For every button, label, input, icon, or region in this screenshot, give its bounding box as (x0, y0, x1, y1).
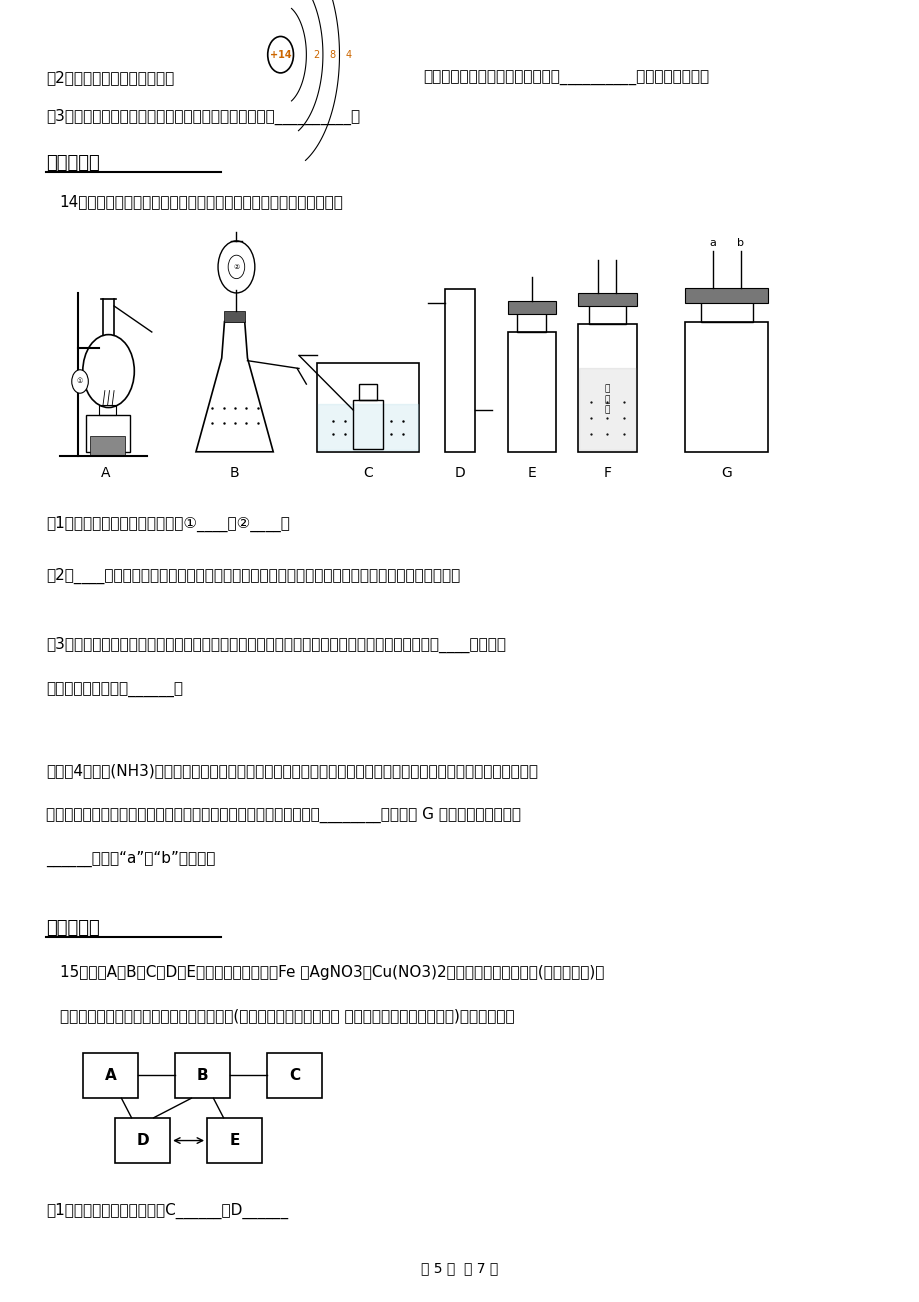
Bar (700, 301, 752, 322)
Text: ②: ② (233, 264, 239, 270)
Text: （4）氨气(NH3)是一种无色、有刺激性气味，密度比空气小，极易溶于水的气体，实验室一般采用加热氯化锐和: （4）氨气(NH3)是一种无色、有刺激性气味，密度比空气小，极易溶于水的气体，实… (46, 763, 538, 779)
Text: D: D (454, 466, 465, 479)
Bar (99, 405, 116, 415)
Text: a: a (709, 238, 716, 249)
Text: 三、实验题: 三、实验题 (46, 154, 99, 172)
Text: 第 5 页  共 7 页: 第 5 页 共 7 页 (421, 1262, 498, 1275)
Text: C: C (363, 466, 372, 479)
Bar (358, 384, 377, 400)
Bar (317, 363, 418, 452)
Bar (685, 322, 767, 452)
Text: （2）____装置既可作实验室制取氧气又可用于实验室制取二氧化碳的发生装置（填序号，下同）。: （2）____装置既可作实验室制取氧气又可用于实验室制取二氧化碳的发生装置（填序… (46, 568, 460, 583)
Text: C: C (289, 1068, 300, 1083)
Text: E: E (229, 1133, 240, 1148)
Text: 15．现有A、B、C、D、E五种物质，其中含有Fe 、AgNO3、Cu(NO3)2和一种未知的无色溶液(含一种溶质)和: 15．现有A、B、C、D、E五种物质，其中含有Fe 、AgNO3、Cu(NO3)… (60, 965, 604, 980)
Bar (507, 332, 555, 452)
Text: 上图中与其化学性质相似的元素是__________（填元素符号）。: 上图中与其化学性质相似的元素是__________（填元素符号）。 (423, 70, 709, 86)
Circle shape (267, 36, 293, 73)
Text: 浓
硫
酸: 浓 硫 酸 (604, 385, 609, 414)
Bar (685, 288, 767, 303)
Bar (90, 436, 125, 456)
Bar (85, 415, 130, 452)
Text: F: F (603, 466, 610, 479)
Text: A: A (105, 1068, 116, 1083)
Bar (445, 289, 474, 452)
Text: 4: 4 (346, 49, 352, 60)
Bar (588, 303, 625, 324)
Text: 8: 8 (329, 49, 335, 60)
Bar (577, 293, 636, 306)
Text: D: D (136, 1133, 149, 1148)
Text: （1）写出标有序号的件器名称：①____，②____。: （1）写出标有序号的件器名称：①____，②____。 (46, 516, 289, 531)
Text: 2: 2 (312, 49, 319, 60)
Bar (224, 311, 244, 322)
Text: E: E (527, 466, 536, 479)
Text: ______（选填“a”或“b”）通入。: ______（选填“a”或“b”）通入。 (46, 852, 215, 867)
Text: （3）根据图示信息，确定一个水分子中所含电子总数为__________。: （3）根据图示信息，确定一个水分子中所含电子总数为__________。 (46, 109, 359, 125)
Bar (577, 324, 636, 452)
Text: 红棕色粉末。且它们有如下反应和转化关系(连线表示两种物质能反应 箔号表示两种物质相互转化)。试回答问题: 红棕色粉末。且它们有如下反应和转化关系(连线表示两种物质能反应 箔号表示两种物质… (60, 1008, 514, 1023)
Text: （3）如果实验室采用加热氯酸钒和二氧化锔混合物的方法来制取并收集干燥的氧气，则需要选用____装置，该: （3）如果实验室采用加热氯酸钒和二氧化锔混合物的方法来制取并收集干燥的氧气，则需… (46, 637, 505, 652)
Circle shape (228, 255, 244, 279)
Text: B: B (197, 1068, 208, 1083)
Text: ①: ① (77, 379, 83, 384)
Text: +14: +14 (269, 49, 291, 60)
Text: 消石灿的固体混合物制取氨气，他们应选择的发生装置和收集装置是________，若选用 G 装置收集氨气，应从: 消石灿的固体混合物制取氨气，他们应选择的发生装置和收集装置是________，若… (46, 807, 520, 823)
Text: b: b (736, 238, 743, 249)
Text: 14．实验室制取气体时需要的一些装置如图所示，请回答下列问题。: 14．实验室制取气体时需要的一些装置如图所示，请回答下列问题。 (60, 194, 344, 210)
Text: （1）写出下列物质化学式：C______；D______: （1）写出下列物质化学式：C______；D______ (46, 1203, 288, 1219)
Text: G: G (720, 466, 732, 479)
Circle shape (72, 370, 88, 393)
Text: 四、推断题: 四、推断题 (46, 919, 99, 937)
Bar (516, 311, 546, 332)
Text: A: A (101, 466, 110, 479)
Bar (353, 400, 382, 449)
Text: 反应的化学方程式是______。: 反应的化学方程式是______。 (46, 682, 183, 698)
Bar (507, 301, 555, 314)
Text: B: B (230, 466, 239, 479)
Text: （2）硅原子的结构示意图为：: （2）硅原子的结构示意图为： (46, 70, 174, 86)
